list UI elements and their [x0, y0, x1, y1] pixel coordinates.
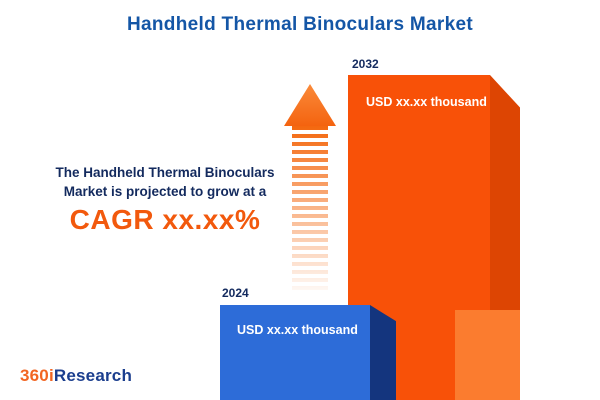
- bar-2032-year-label: 2032: [352, 57, 379, 71]
- bar-2024-side-face: [370, 305, 396, 400]
- bar-2024-value-label: USD xx.xx thousand: [237, 323, 358, 337]
- description-block: The Handheld Thermal Binoculars Market i…: [5, 163, 325, 235]
- logo-prefix: 360i: [20, 366, 54, 385]
- growth-arrow-stripes-icon: [292, 126, 328, 290]
- growth-arrow-head-icon: [284, 84, 336, 126]
- bar-2032-highlight: [455, 310, 520, 400]
- cagr-value: CAGR xx.xx%: [69, 204, 261, 235]
- description-line-1: The Handheld Thermal Binoculars: [55, 165, 275, 180]
- bar-2024: [220, 305, 370, 400]
- bar-2024-year-label: 2024: [222, 286, 249, 300]
- logo: 360iResearch: [20, 366, 132, 386]
- logo-suffix: Research: [53, 366, 133, 385]
- page-title: Handheld Thermal Binoculars Market: [127, 14, 473, 35]
- bar-2032-value-label: USD xx.xx thousand: [366, 95, 487, 109]
- description-line-2: Market is projected to grow at a: [63, 184, 267, 199]
